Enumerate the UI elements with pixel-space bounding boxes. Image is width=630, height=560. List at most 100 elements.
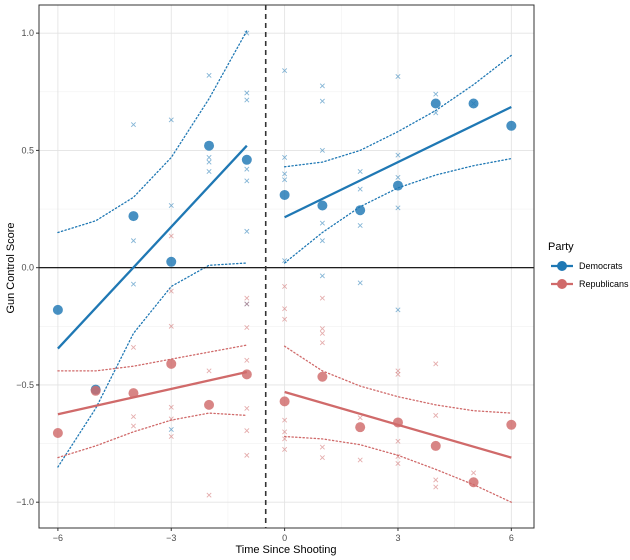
obs-point-democrats xyxy=(319,83,325,89)
obs-point-republicans xyxy=(130,414,136,420)
mean-point-democrats xyxy=(468,98,479,109)
obs-point-republicans xyxy=(433,484,439,490)
obs-point-republicans xyxy=(282,306,288,312)
obs-point-democrats xyxy=(244,30,250,36)
obs-point-republicans xyxy=(130,423,136,429)
obs-point-republicans xyxy=(471,470,477,476)
mean-point-republicans xyxy=(90,385,101,396)
obs-point-democrats xyxy=(395,307,401,313)
mean-point-democrats xyxy=(279,189,290,200)
y-tick-label: 1.0 xyxy=(21,28,34,38)
obs-point-republicans xyxy=(319,455,325,461)
grid xyxy=(39,5,534,528)
mean-point-democrats xyxy=(166,256,177,267)
mean-point-democrats xyxy=(52,304,63,315)
obs-point-republicans xyxy=(395,453,401,459)
mean-point-republicans xyxy=(506,419,517,430)
obs-point-republicans xyxy=(206,492,212,498)
obs-point-democrats xyxy=(282,171,288,177)
obs-point-democrats xyxy=(319,238,325,244)
y-tick-label: 0.0 xyxy=(21,263,34,273)
obs-point-republicans xyxy=(282,446,288,452)
mean-point-democrats xyxy=(204,140,215,151)
obs-point-democrats xyxy=(206,159,212,165)
obs-point-democrats xyxy=(282,68,288,74)
obs-point-democrats xyxy=(395,174,401,180)
obs-point-republicans xyxy=(395,438,401,444)
mean-point-democrats xyxy=(241,154,252,165)
ci-upper-post-democrats xyxy=(283,54,512,168)
mean-point-republicans xyxy=(128,388,139,399)
obs-point-republicans xyxy=(168,233,174,239)
obs-point-republicans xyxy=(282,436,288,442)
obs-point-democrats xyxy=(130,238,136,244)
legend-dot-democrats xyxy=(557,261,567,271)
obs-point-democrats xyxy=(168,117,174,123)
x-tick-label: 6 xyxy=(509,533,514,543)
obs-point-republicans xyxy=(244,301,250,307)
mean-point-republicans xyxy=(166,358,177,369)
obs-point-democrats xyxy=(244,166,250,172)
obs-point-democrats xyxy=(168,203,174,209)
x-tick-label: −3 xyxy=(166,533,176,543)
obs-point-democrats xyxy=(244,228,250,234)
obs-point-republicans xyxy=(395,460,401,467)
obs-point-republicans xyxy=(244,452,250,458)
obs-point-republicans xyxy=(319,444,325,450)
mean-point-democrats xyxy=(392,180,403,191)
x-tick-label: −6 xyxy=(53,533,63,543)
obs-point-republicans xyxy=(244,405,250,411)
obs-point-republicans xyxy=(244,428,250,434)
mean-point-republicans xyxy=(468,477,479,488)
obs-point-republicans xyxy=(319,330,325,336)
mean-point-republicans xyxy=(52,428,63,439)
obs-point-republicans xyxy=(433,412,439,418)
plot-panel xyxy=(39,5,534,528)
obs-point-democrats xyxy=(395,205,401,211)
obs-point-democrats xyxy=(319,98,325,104)
fit-line-post-democrats xyxy=(284,105,512,219)
obs-point-democrats xyxy=(206,72,212,78)
ci-upper-pre-republicans xyxy=(57,344,248,372)
y-tick-label: −0.5 xyxy=(16,380,34,390)
ci-upper-pre-democrats xyxy=(57,30,248,234)
obs-point-democrats xyxy=(282,154,288,160)
y-axis-title: Gun Control Score xyxy=(5,222,17,313)
obs-point-republicans xyxy=(168,323,174,329)
legend: Party Democrats Republicans xyxy=(548,241,629,289)
obs-point-democrats xyxy=(433,110,439,116)
obs-point-republicans xyxy=(319,340,325,346)
obs-point-democrats xyxy=(244,90,250,96)
mean-points xyxy=(52,98,517,488)
ci-lower-pre-democrats xyxy=(57,262,248,468)
obs-point-democrats xyxy=(130,122,136,128)
obs-point-democrats xyxy=(244,97,250,103)
obs-point-democrats xyxy=(357,168,363,175)
y-axis-ticks: −1.0 −0.5 0.0 0.5 1.0 xyxy=(16,28,39,507)
mean-point-republicans xyxy=(430,440,441,451)
mean-point-democrats xyxy=(506,120,517,131)
obs-point-republicans xyxy=(319,326,325,332)
obs-point-republicans xyxy=(282,316,288,322)
ci-upper-post-republicans xyxy=(283,345,512,414)
legend-key-democrats: Democrats xyxy=(551,261,623,271)
plot-border xyxy=(38,4,535,529)
obs-point-republicans xyxy=(168,434,174,440)
obs-point-republicans xyxy=(206,368,212,374)
ci-lower-pre-republicans xyxy=(57,412,248,459)
obs-point-republicans xyxy=(319,295,325,301)
mean-point-democrats xyxy=(317,200,328,211)
obs-point-republicans xyxy=(130,344,136,350)
obs-point-republicans xyxy=(282,417,288,423)
mean-point-republicans xyxy=(392,417,403,428)
obs-point-democrats xyxy=(357,186,363,192)
obs-point-democrats xyxy=(395,152,401,158)
obs-point-republicans xyxy=(168,416,174,422)
x-axis-ticks: −6 −3 0 3 6 xyxy=(53,528,514,543)
obs-point-republicans xyxy=(433,477,439,483)
mean-point-democrats xyxy=(430,98,441,109)
obs-point-democrats xyxy=(244,178,250,184)
obs-point-republicans xyxy=(168,404,174,410)
mean-point-republicans xyxy=(204,399,215,410)
